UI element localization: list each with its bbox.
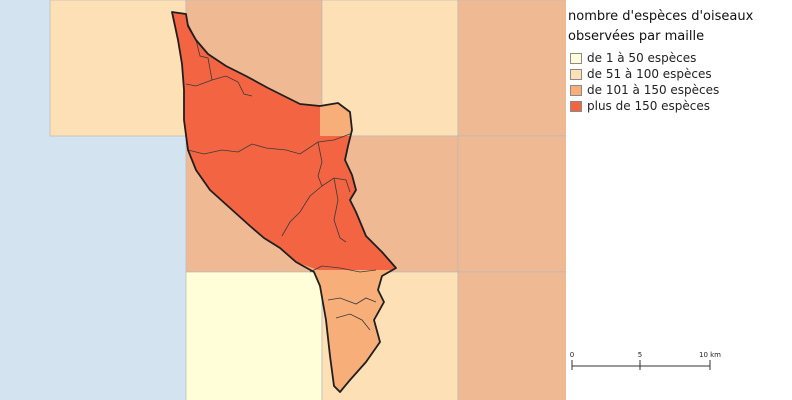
legend-panel: nombre d'espèces d'oiseaux observées par… (566, 0, 792, 400)
grid-cell (457, 271, 566, 400)
scale-bar: 0 5 10 km (570, 351, 721, 370)
grid-cell (457, 0, 566, 137)
legend-swatch (570, 84, 582, 96)
legend-item: plus de 150 espèces (570, 98, 719, 114)
legend-list: de 1 à 50 espèces de 51 à 100 espèces de… (570, 50, 719, 114)
scale-bar-label: 0 (570, 351, 574, 359)
scale-bar-label: 10 km (699, 351, 721, 359)
legend-label: de 1 à 50 espèces (587, 51, 697, 65)
legend-item: de 1 à 50 espèces (570, 50, 719, 66)
legend-label: de 101 à 150 espèces (587, 83, 720, 97)
legend-label: plus de 150 espèces (587, 99, 711, 113)
legend-title: nombre d'espèces d'oiseaux observées par… (568, 9, 754, 44)
grid-cell (49, 0, 187, 137)
grid-cells-layer (49, 0, 566, 400)
legend-swatch (570, 52, 582, 64)
legend-label: de 51 à 100 espèces (587, 67, 712, 81)
legend-swatch (570, 68, 582, 80)
island-coastline (171, 11, 397, 393)
legend-item: de 51 à 100 espèces (570, 66, 719, 82)
grid-cell (457, 135, 566, 273)
scale-bar-label: 5 (638, 351, 642, 359)
species-map (0, 0, 566, 400)
legend-swatch (570, 100, 582, 112)
legend-item: de 101 à 150 espèces (570, 82, 719, 98)
grid-cell (185, 271, 323, 400)
